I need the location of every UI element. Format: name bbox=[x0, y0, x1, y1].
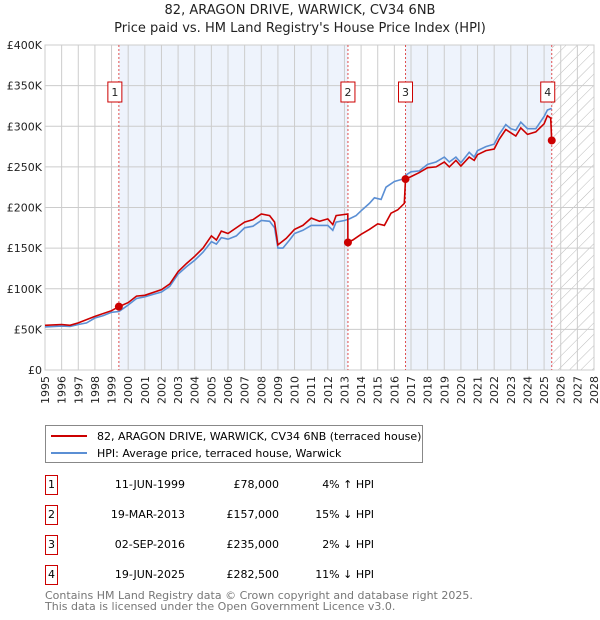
x-tick-label: 2001 bbox=[139, 376, 152, 404]
x-tick-label: 2021 bbox=[472, 376, 485, 404]
y-tick-label: £200K bbox=[7, 202, 43, 215]
hpi-line bbox=[44, 107, 552, 328]
property-price-line bbox=[44, 114, 553, 327]
sale-label-number: 3 bbox=[402, 86, 409, 99]
transaction-date: 19-JUN-2025 bbox=[114, 568, 185, 581]
x-tick-label: 1996 bbox=[56, 376, 69, 404]
legend-label-property: 82, ARAGON DRIVE, WARWICK, CV34 6NB (ter… bbox=[97, 429, 422, 443]
sale-point bbox=[547, 136, 556, 145]
y-tick-label: £350K bbox=[7, 80, 43, 93]
legend-label-hpi: HPI: Average price, terraced house, Warw… bbox=[97, 446, 342, 460]
x-tick-label: 2011 bbox=[305, 376, 318, 404]
x-tick-label: 2015 bbox=[372, 376, 385, 404]
transaction-date: 19-MAR-2013 bbox=[110, 508, 185, 521]
price-chart: 1995 1996 1997 1998 1999 2000 2001 2002 2003 2004… bbox=[7, 39, 600, 404]
chart-subtitle: Price paid vs. HM Land Registry's House … bbox=[114, 21, 486, 36]
sale-label-box: 2 bbox=[340, 81, 356, 103]
sale-point bbox=[343, 238, 352, 247]
x-tick-label: 2019 bbox=[438, 376, 451, 404]
x-tick-label: 2013 bbox=[338, 376, 351, 404]
x-tick-label: 2016 bbox=[388, 376, 401, 404]
x-tick-label: 2002 bbox=[155, 376, 168, 404]
plot-frame bbox=[44, 44, 595, 371]
transaction-number: 2 bbox=[45, 505, 58, 525]
transaction-number: 3 bbox=[45, 535, 58, 555]
x-tick-label: 1997 bbox=[72, 376, 85, 404]
x-tick-label: 2022 bbox=[488, 376, 501, 404]
chart-legend: 82, ARAGON DRIVE, WARWICK, CV34 6NB (ter… bbox=[45, 425, 423, 463]
sale-label-border bbox=[540, 81, 556, 103]
x-tick-label: 2000 bbox=[122, 376, 135, 404]
transaction-row: 1 11-JUN-1999 £78,000 4% ↑ HPI bbox=[45, 475, 425, 495]
sale-label-box: 1 bbox=[107, 81, 123, 103]
footer: Contains HM Land Registry data © Crown c… bbox=[45, 590, 473, 612]
sale-label-box: 3 bbox=[398, 81, 414, 103]
y-tick-label: £100K bbox=[7, 283, 43, 296]
sale-label-border bbox=[398, 81, 414, 103]
x-tick-label: 2027 bbox=[571, 376, 584, 404]
chart-title: 82, ARAGON DRIVE, WARWICK, CV34 6NB bbox=[164, 3, 436, 18]
transaction-hpi: 2% ↓ HPI bbox=[322, 538, 374, 551]
legend-swatch-blue bbox=[51, 452, 87, 454]
y-tick-label: £300K bbox=[7, 120, 43, 133]
x-tick-label: 2006 bbox=[222, 376, 235, 404]
legend-item-hpi: HPI: Average price, terraced house, Warw… bbox=[51, 445, 341, 461]
y-tick-label: £0 bbox=[28, 364, 42, 377]
x-tick-label: 2004 bbox=[189, 376, 202, 404]
x-tick-label: 2003 bbox=[172, 376, 185, 404]
transaction-price: £235,000 bbox=[226, 538, 280, 551]
transaction-row: 3 02-SEP-2016 £235,000 2% ↓ HPI bbox=[45, 535, 425, 555]
footer-copyright: Contains HM Land Registry data © Crown c… bbox=[45, 589, 473, 602]
x-tick-label: 1995 bbox=[39, 376, 52, 404]
y-tick-label: £250K bbox=[7, 161, 43, 174]
transaction-row: 4 19-JUN-2025 £282,500 11% ↓ HPI bbox=[45, 565, 425, 585]
transaction-price: £157,000 bbox=[226, 508, 280, 521]
x-tick-label: 2028 bbox=[588, 376, 600, 404]
transaction-number: 1 bbox=[45, 475, 58, 495]
transaction-date: 11-JUN-1999 bbox=[114, 478, 185, 491]
footer-licence: This data is licensed under the Open Gov… bbox=[45, 600, 396, 613]
x-tick-label: 2012 bbox=[322, 376, 335, 404]
sale-label-box: 4 bbox=[540, 81, 556, 103]
x-tick-label: 1999 bbox=[106, 376, 119, 404]
x-tick-label: 2005 bbox=[205, 376, 218, 404]
transaction-number: 4 bbox=[45, 565, 58, 585]
x-tick-label: 2010 bbox=[289, 376, 302, 404]
x-tick-label: 1998 bbox=[89, 376, 102, 404]
transaction-date: 02-SEP-2016 bbox=[114, 538, 185, 551]
legend-swatch-red bbox=[51, 435, 87, 437]
x-tick-label: 2018 bbox=[422, 376, 435, 404]
y-tick-label: £50K bbox=[14, 323, 43, 336]
transaction-price: £78,000 bbox=[233, 478, 280, 491]
x-tick-label: 2025 bbox=[538, 376, 551, 404]
x-tick-label: 2007 bbox=[239, 376, 252, 404]
x-tick-label: 2009 bbox=[272, 376, 285, 404]
sale-label-border bbox=[340, 81, 356, 103]
sale-label-border bbox=[107, 81, 123, 103]
x-tick-label: 2017 bbox=[405, 376, 418, 404]
transaction-hpi: 15% ↓ HPI bbox=[315, 508, 374, 521]
legend-item-property: 82, ARAGON DRIVE, WARWICK, CV34 6NB (ter… bbox=[51, 428, 421, 444]
x-tick-label: 2024 bbox=[521, 376, 534, 404]
sale-point bbox=[401, 175, 410, 184]
transaction-hpi: 4% ↑ HPI bbox=[322, 478, 374, 491]
x-tick-label: 2014 bbox=[355, 376, 368, 404]
sale-point bbox=[114, 302, 123, 311]
sale-label-number: 4 bbox=[544, 86, 551, 99]
transaction-row: 2 19-MAR-2013 £157,000 15% ↓ HPI bbox=[45, 505, 425, 525]
sale-label-number: 2 bbox=[344, 86, 351, 99]
x-tick-label: 2026 bbox=[555, 376, 568, 404]
transaction-hpi: 11% ↓ HPI bbox=[315, 568, 374, 581]
y-tick-label: £150K bbox=[7, 242, 43, 255]
x-tick-label: 2023 bbox=[505, 376, 518, 404]
sale-label-number: 1 bbox=[111, 86, 118, 99]
x-tick-label: 2020 bbox=[455, 376, 468, 404]
transaction-price: £282,500 bbox=[226, 568, 280, 581]
x-tick-label: 2008 bbox=[255, 376, 268, 404]
y-tick-label: £400K bbox=[7, 39, 43, 52]
